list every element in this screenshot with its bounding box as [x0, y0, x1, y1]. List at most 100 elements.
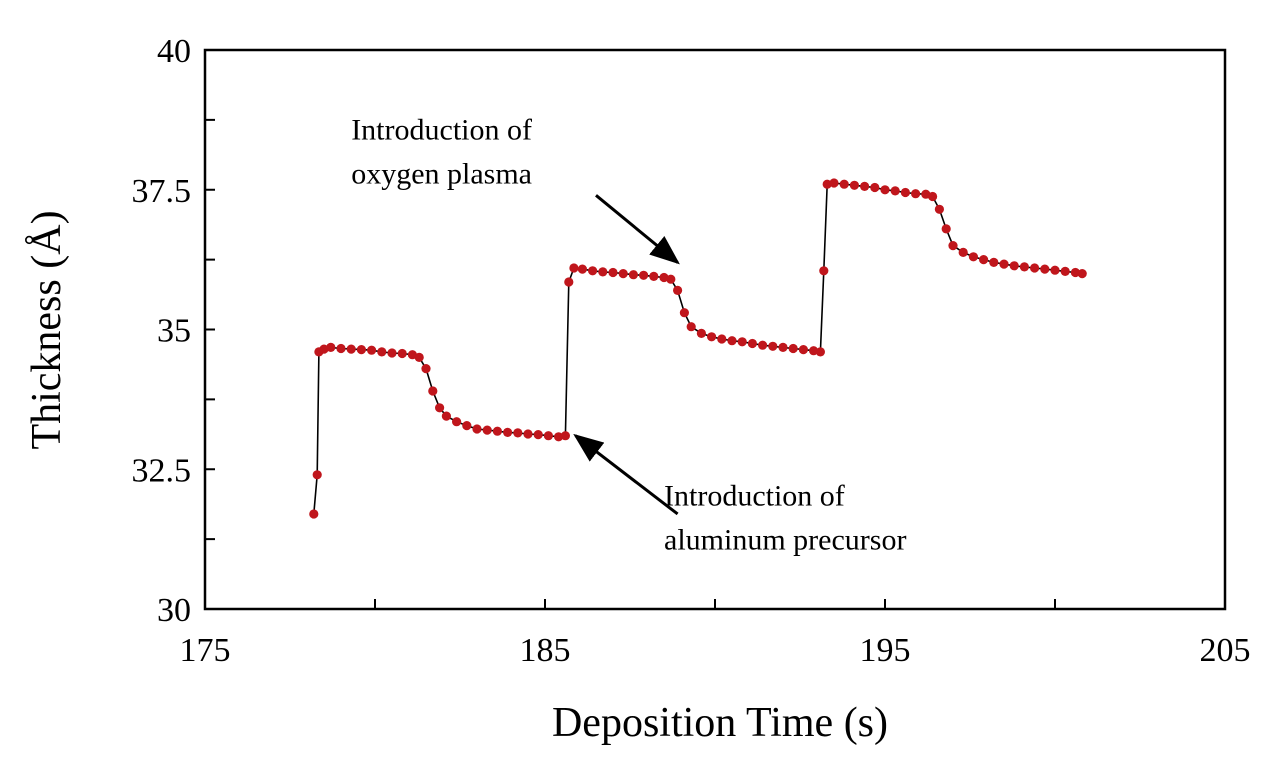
data-point	[768, 341, 778, 351]
data-point	[560, 431, 571, 441]
data-point	[1009, 261, 1019, 271]
annotation-text: Introduction of	[351, 113, 532, 146]
y-axis-title: Thickness (Å)	[24, 210, 70, 449]
data-point	[989, 257, 999, 267]
data-point	[979, 255, 989, 265]
series-layer	[309, 178, 1087, 519]
x-tick-label: 185	[520, 632, 571, 669]
data-point	[686, 322, 696, 332]
data-point	[737, 337, 747, 347]
data-point	[679, 308, 690, 318]
data-point	[819, 266, 829, 276]
data-point	[414, 352, 424, 362]
x-tick-label: 205	[1200, 632, 1251, 669]
data-point	[482, 425, 492, 435]
data-point	[880, 185, 890, 195]
data-point	[543, 431, 554, 441]
data-point	[533, 430, 543, 440]
data-point	[346, 344, 356, 354]
data-point	[598, 267, 608, 277]
data-point	[815, 347, 826, 357]
annotation-text: aluminum precursor	[664, 524, 906, 557]
annotation-arrow	[573, 433, 679, 516]
data-point	[900, 187, 911, 198]
data-point	[577, 264, 588, 274]
data-point	[435, 403, 445, 413]
data-point	[822, 179, 832, 189]
data-point	[788, 343, 798, 354]
data-point	[1070, 267, 1080, 278]
axis-tick-labels: 175 185 195 205 30 32.5 35 37.5 40	[132, 33, 1251, 669]
annotations: Introduction of oxygen plasma Introduction…	[351, 113, 906, 556]
data-point	[778, 342, 788, 352]
data-point	[618, 269, 628, 279]
data-point	[870, 182, 880, 193]
data-point	[397, 348, 407, 359]
data-point	[387, 348, 397, 358]
data-point	[492, 426, 502, 436]
y-tick-label: 30	[157, 592, 191, 629]
data-point	[1019, 262, 1029, 272]
data-point	[941, 224, 951, 234]
x-tick-label: 195	[860, 632, 911, 669]
data-point	[860, 181, 870, 191]
data-point	[1050, 265, 1060, 275]
data-point	[377, 347, 387, 357]
data-point	[928, 191, 938, 202]
data-point	[666, 274, 676, 284]
data-point	[513, 428, 523, 438]
y-tick-label: 35	[157, 313, 191, 350]
data-point	[569, 263, 579, 273]
data-point	[608, 267, 618, 278]
data-point	[309, 509, 319, 519]
data-point	[441, 411, 451, 421]
data-point	[1030, 263, 1040, 273]
data-point	[999, 259, 1009, 269]
data-point	[336, 343, 346, 354]
data-point	[968, 252, 979, 262]
data-point	[849, 180, 860, 190]
y-tick-label: 32.5	[132, 452, 192, 489]
data-point	[554, 432, 564, 442]
data-point	[809, 346, 819, 356]
data-point	[1040, 264, 1050, 274]
data-point	[356, 345, 366, 355]
data-point	[503, 427, 513, 437]
data-point	[452, 417, 462, 427]
data-point	[564, 277, 574, 287]
annotation-text: oxygen plasma	[351, 157, 532, 190]
data-point	[934, 204, 945, 214]
data-point	[829, 178, 839, 188]
data-point	[839, 179, 849, 189]
data-point	[472, 424, 482, 434]
data-point	[628, 270, 639, 280]
data-point	[462, 421, 472, 431]
data-point	[958, 247, 968, 257]
data-point	[758, 340, 768, 350]
y-tick-label: 37.5	[132, 173, 192, 210]
data-point	[649, 271, 659, 281]
data-point	[911, 189, 921, 199]
data-point	[1077, 269, 1087, 279]
data-point	[421, 364, 431, 374]
data-point	[890, 186, 900, 196]
data-point	[717, 334, 727, 344]
axis-ticks	[204, 49, 1226, 610]
annotation-arrow	[595, 194, 680, 265]
data-point	[1060, 266, 1070, 276]
data-point	[948, 241, 958, 251]
data-point	[428, 386, 438, 396]
data-point	[312, 470, 322, 480]
y-tick-label: 40	[157, 33, 191, 70]
data-point	[747, 338, 758, 349]
data-point	[588, 266, 598, 276]
data-point	[367, 345, 377, 355]
series-line	[313, 182, 1083, 515]
data-point	[673, 285, 683, 295]
data-point	[707, 332, 717, 342]
x-tick-label: 175	[180, 632, 231, 669]
data-point	[639, 270, 649, 280]
data-point	[326, 342, 336, 352]
annotation-text: Introduction of	[664, 480, 845, 513]
